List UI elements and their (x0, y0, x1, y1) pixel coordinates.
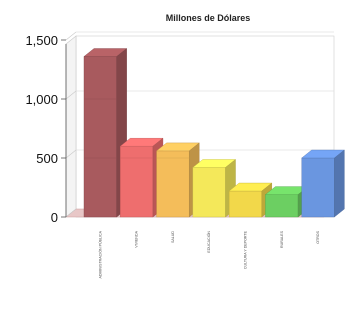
x-category-label: OTROS (316, 230, 320, 243)
bar-front (156, 150, 190, 218)
y-tick-label: 500 (36, 151, 58, 166)
gridline-diag (65, 31, 77, 41)
x-category-label: CULTURA Y DEPORTE (243, 230, 247, 269)
bar-front (120, 145, 154, 218)
bar (301, 149, 345, 218)
x-category-label: RURALES (280, 230, 284, 248)
chart-side-wall (65, 35, 77, 218)
bar-side (334, 149, 345, 218)
gridline-diag (65, 208, 77, 218)
y-tick-label: 1,500 (25, 33, 58, 48)
bar-front (228, 190, 262, 218)
bar-front (83, 56, 117, 218)
y-tick-label: 0 (51, 210, 58, 225)
y-tick-label: 1,000 (25, 92, 58, 107)
gridline-diag (65, 149, 77, 159)
x-category-label: VIVIENDA (135, 230, 139, 247)
x-category-label: EDUCACIÓN (206, 231, 211, 253)
bar-front (301, 157, 335, 218)
chart-title: Millones de Dólares (166, 13, 251, 23)
gridline-diag (65, 90, 77, 100)
x-category-label: ADMINISTRACIÓN PÚBLICA (97, 230, 102, 278)
bar (156, 142, 200, 218)
y-axis-ticks: 0 500 1,000 1,500 (25, 33, 67, 225)
bar-front (265, 194, 299, 218)
bars (83, 48, 345, 218)
bar-front (192, 167, 226, 218)
x-axis-categories: ADMINISTRACIÓN PÚBLICA VIVIENDA SALUD EDUCA… (97, 230, 320, 278)
x-category-label: SALUD (171, 231, 175, 243)
